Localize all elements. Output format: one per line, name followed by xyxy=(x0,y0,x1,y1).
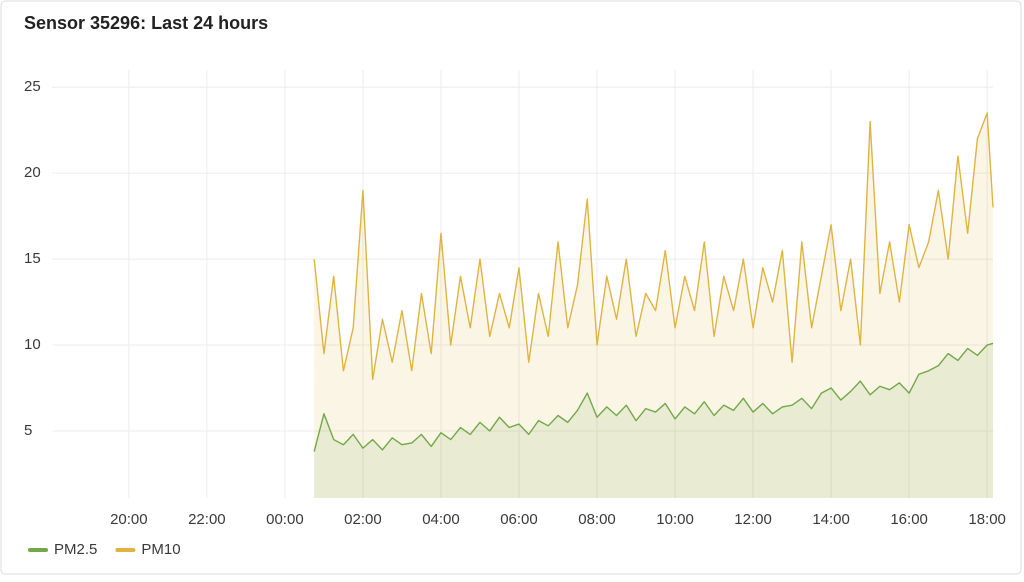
series-line xyxy=(313,112,994,381)
x-tick-label: 10:00 xyxy=(656,511,694,528)
x-tick-label: 04:00 xyxy=(422,511,460,528)
x-tick-label: 12:00 xyxy=(734,511,772,528)
y-tick-label: 10 xyxy=(24,336,41,353)
y-tick-label: 25 xyxy=(24,78,41,95)
y-tick-label: 15 xyxy=(24,250,41,267)
chart-title: Sensor 35296: Last 24 hours xyxy=(24,13,268,33)
area-fill xyxy=(314,343,993,498)
x-tick-label: 02:00 xyxy=(344,511,382,528)
y-tick-label: 5 xyxy=(24,422,32,439)
x-tick-label: 16:00 xyxy=(890,511,928,528)
x-tick-label: 08:00 xyxy=(578,511,616,528)
x-tick-label: 00:00 xyxy=(266,511,304,528)
x-tick-label: 18:00 xyxy=(968,511,1006,528)
legend-label[interactable]: PM10 xyxy=(141,541,180,558)
series-line xyxy=(313,342,994,452)
x-tick-label: 22:00 xyxy=(188,511,226,528)
y-tick-label: 20 xyxy=(24,164,41,181)
x-tick-label: 06:00 xyxy=(500,511,538,528)
x-tick-label: 14:00 xyxy=(812,511,850,528)
legend-label[interactable]: PM2.5 xyxy=(54,541,97,558)
x-tick-label: 20:00 xyxy=(110,511,148,528)
area-fill xyxy=(314,112,993,498)
